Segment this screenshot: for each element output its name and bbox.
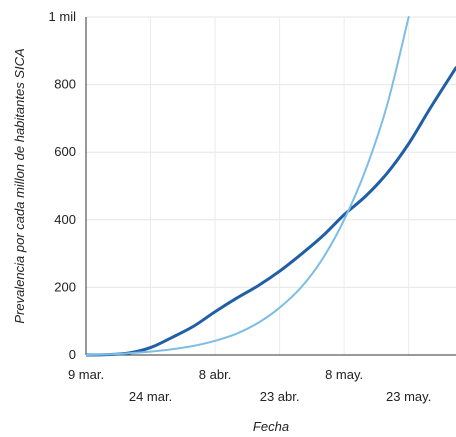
grid bbox=[85, 16, 456, 356]
y-tick-label: 400 bbox=[54, 212, 76, 227]
y-tick-label: 200 bbox=[54, 279, 76, 294]
x-axis-title: Fecha bbox=[253, 419, 289, 434]
x-tick-label: 9 mar. bbox=[68, 367, 104, 382]
x-axis-ticks: 9 mar. 24 mar. 8 abr. 23 abr. 8 may. 23 may. bbox=[68, 367, 431, 404]
series-line-1 bbox=[86, 66, 456, 357]
x-tick-label: 24 mar. bbox=[129, 389, 172, 404]
y-axis-ticks: 0 200 400 600 800 1 mil bbox=[49, 9, 77, 362]
y-tick-label: 800 bbox=[54, 77, 76, 92]
x-tick-label: 23 may. bbox=[386, 389, 431, 404]
series-line-2 bbox=[86, 16, 410, 356]
x-tick-label: 23 abr. bbox=[260, 389, 300, 404]
y-tick-label: 1 mil bbox=[49, 9, 77, 24]
y-tick-label: 600 bbox=[54, 144, 76, 159]
y-tick-label: 0 bbox=[69, 347, 76, 362]
x-tick-label: 8 may. bbox=[325, 367, 363, 382]
series-group bbox=[86, 16, 456, 357]
x-tick-label: 8 abr. bbox=[199, 367, 232, 382]
y-axis-title: Prevalencia por cada millon de habitante… bbox=[12, 48, 27, 323]
